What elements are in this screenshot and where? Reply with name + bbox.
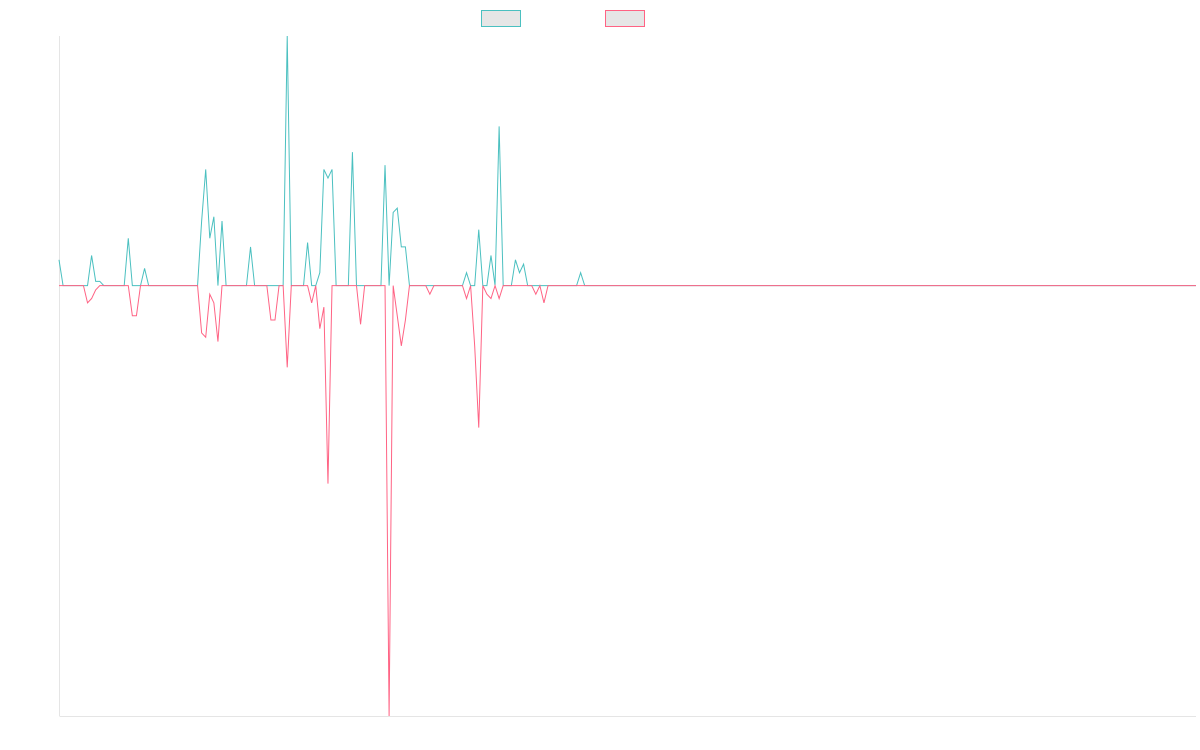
legend-item-series-1[interactable] <box>481 9 521 27</box>
legend-item-series-2[interactable] <box>605 9 645 27</box>
legend-swatch-series-1 <box>481 9 521 27</box>
legend-swatch-series-2 <box>605 9 645 27</box>
series-line-2[interactable] <box>59 283 1196 717</box>
series-layer <box>58 35 1196 717</box>
legend <box>0 9 1200 27</box>
series-line-1[interactable] <box>58 35 1196 287</box>
